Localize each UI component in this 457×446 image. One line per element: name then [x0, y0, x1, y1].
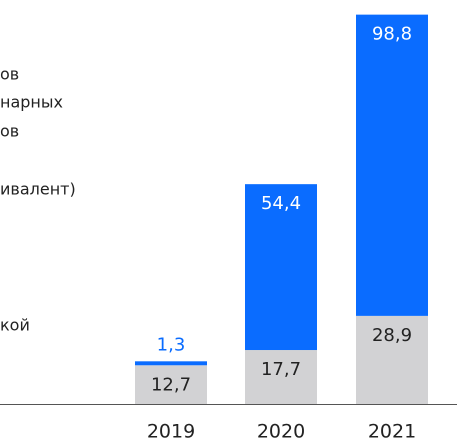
x-tick-label: 2019	[147, 421, 195, 443]
side-text: ов	[0, 122, 19, 141]
value-label: 12,7	[151, 374, 191, 395]
side-text: ов	[0, 65, 19, 84]
bar-segment	[245, 184, 317, 351]
bar-segment	[356, 14, 428, 316]
side-text: кой	[0, 316, 30, 335]
x-tick-label: 2021	[368, 421, 416, 443]
bar-segment	[135, 361, 207, 366]
bar-segment	[135, 365, 207, 404]
x-tick-label: 2020	[257, 421, 305, 443]
value-label: 98,8	[372, 24, 412, 45]
side-text: нарных	[0, 93, 63, 112]
value-label: 1,3	[157, 334, 186, 355]
bar-segment	[356, 315, 428, 404]
value-label: 28,9	[372, 325, 412, 346]
bar-segment	[245, 350, 317, 404]
side-text: ивалент)	[0, 180, 76, 199]
value-label: 54,4	[261, 193, 301, 214]
value-label: 17,7	[261, 359, 301, 380]
